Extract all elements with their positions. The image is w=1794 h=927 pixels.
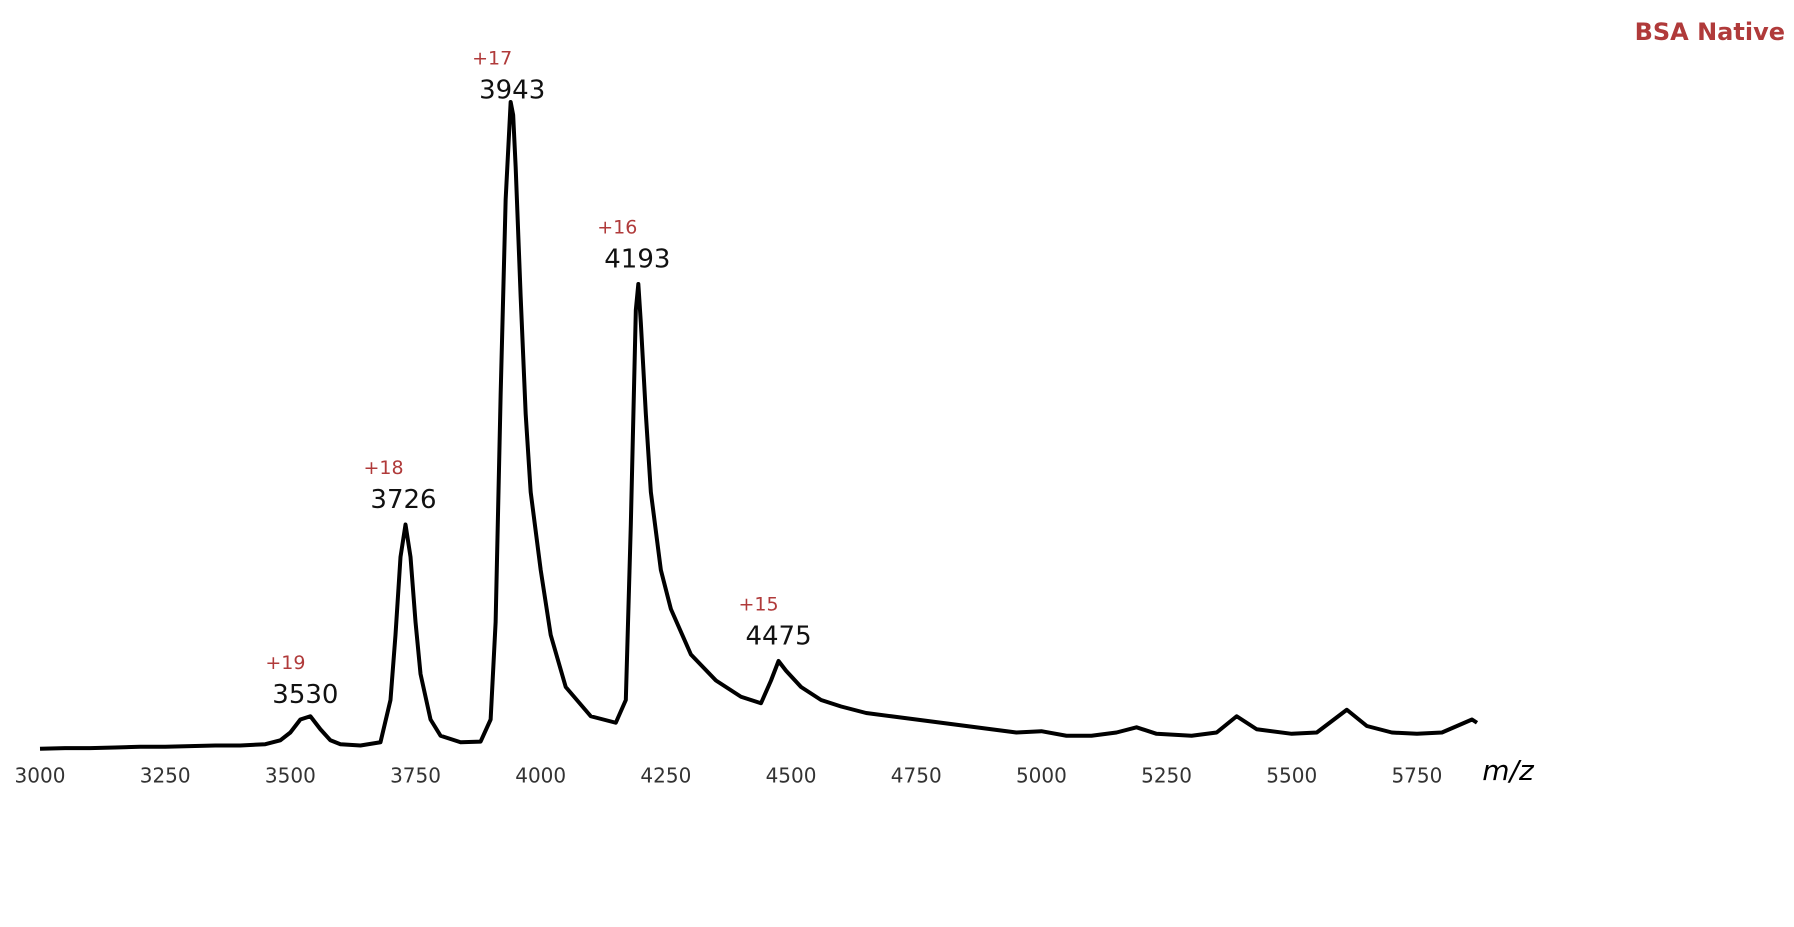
spectrum-line — [39, 100, 1479, 751]
peak-charge-label: +16 — [597, 217, 637, 239]
x-tick-label: 4250 — [640, 764, 691, 788]
x-tick-label: 4000 — [515, 764, 566, 788]
peak-charge-label: +15 — [738, 594, 778, 616]
x-tick-label: 5750 — [1391, 764, 1442, 788]
x-tick-label: 3750 — [390, 764, 441, 788]
peak-charge-label: +17 — [472, 48, 512, 70]
x-axis-label: m/z — [1482, 754, 1535, 787]
x-tick-label: 5500 — [1266, 764, 1317, 788]
peak-mz-label: 3943 — [479, 76, 545, 106]
peak-mz-label: 4475 — [745, 622, 811, 652]
x-tick-label: 3250 — [140, 764, 191, 788]
x-tick-label: 5000 — [1016, 764, 1067, 788]
x-tick-label: 3000 — [15, 764, 66, 788]
peak-charge-label: +19 — [265, 652, 305, 674]
x-tick-label: 4750 — [891, 764, 942, 788]
peak-mz-label: 4193 — [604, 245, 670, 275]
x-tick-label: 4500 — [766, 764, 817, 788]
peak-mz-label: 3726 — [370, 485, 436, 515]
peak-charge-label: +18 — [363, 457, 403, 479]
chart-title: BSA Native — [1635, 18, 1785, 46]
x-tick-label: 5250 — [1141, 764, 1192, 788]
peak-mz-label: 3530 — [272, 680, 338, 710]
x-tick-label: 3500 — [265, 764, 316, 788]
